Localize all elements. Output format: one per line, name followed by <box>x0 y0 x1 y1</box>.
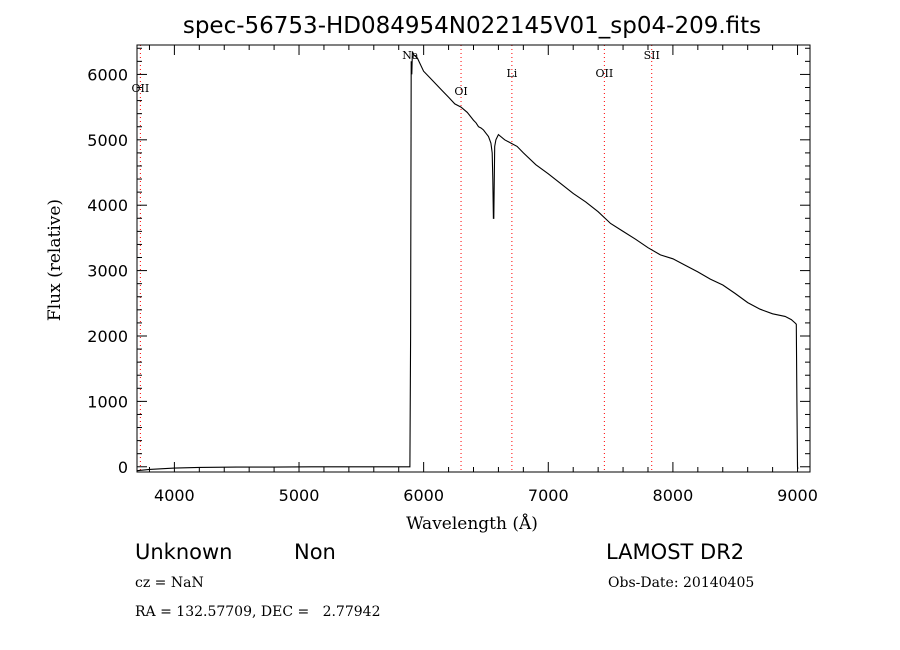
y-axis-label: Flux (relative) <box>45 199 65 321</box>
redshift-cz: cz = NaN <box>135 575 204 591</box>
ra-dec: RA = 132.57709, DEC = 2.77942 <box>135 604 380 620</box>
ra-dec-text: RA = 132.57709, DEC = 2.77942 <box>135 604 381 620</box>
y-tick-label: 5000 <box>87 131 128 150</box>
y-tick-label: 4000 <box>87 196 128 215</box>
x-tick-label: 7000 <box>528 486 569 505</box>
x-axis-label: Wavelength (Å) <box>406 513 538 534</box>
chart-title: spec-56753-HD084954N022145V01_sp04-209.f… <box>183 13 761 39</box>
line-label: OII <box>132 82 150 95</box>
y-tick-label: 2000 <box>87 327 128 346</box>
x-tick-label: 5000 <box>279 486 320 505</box>
line-label: Li <box>506 67 517 80</box>
line-label: OI <box>454 85 467 98</box>
survey-name: LAMOST DR2 <box>606 540 745 564</box>
x-tick-label: 8000 <box>653 486 694 505</box>
line-label: SII <box>644 49 660 62</box>
y-tick-label: 6000 <box>87 65 128 84</box>
y-tick-label: 1000 <box>87 392 128 411</box>
plot-frame <box>136 44 811 473</box>
x-tick-label: 9000 <box>777 486 818 505</box>
object-subclass: Non <box>294 540 336 564</box>
x-tick-label: 4000 <box>154 486 195 505</box>
obs-date: Obs-Date: 20140405 <box>608 575 755 591</box>
spectrum-line <box>136 51 799 472</box>
line-label: OII <box>596 67 614 80</box>
y-tick-label: 3000 <box>87 262 128 281</box>
line-label: Na <box>402 49 419 62</box>
y-tick-label: 0 <box>118 458 128 477</box>
x-tick-label: 6000 <box>403 486 444 505</box>
object-class: Unknown <box>135 540 233 564</box>
